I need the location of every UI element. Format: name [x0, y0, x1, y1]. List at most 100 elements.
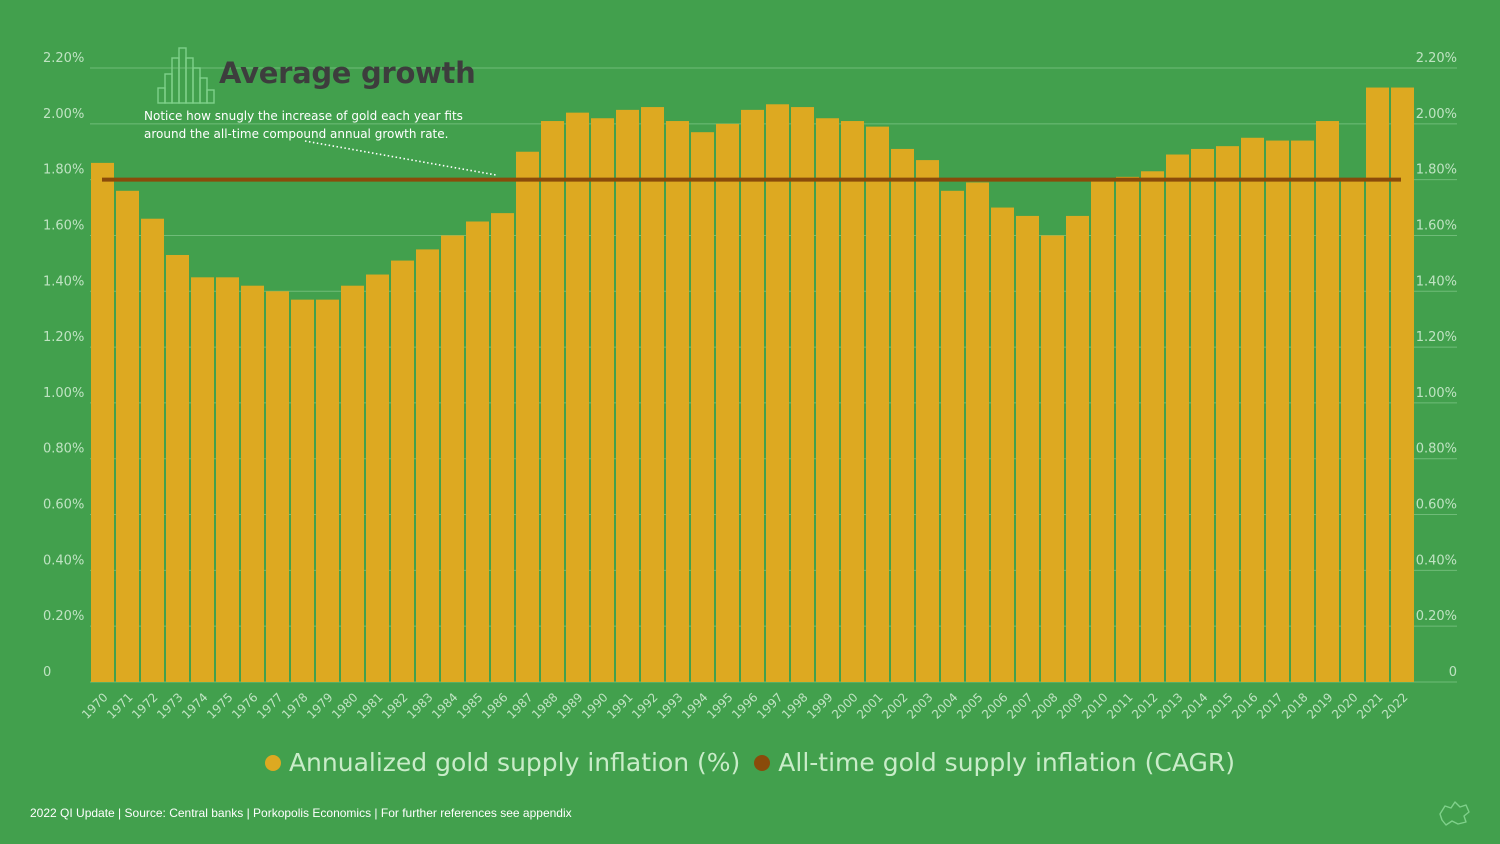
title-icon-wrap: [155, 46, 217, 104]
bar: [266, 291, 289, 682]
x-tick-label: 1988: [529, 690, 560, 721]
bar: [1366, 87, 1389, 682]
chart-annotation: Notice how snugly the increase of gold e…: [144, 109, 463, 141]
y-tick-label-left: 2.00%: [43, 107, 84, 122]
bar: [891, 148, 914, 682]
x-tick-label: 1980: [329, 690, 360, 721]
bar: [191, 277, 214, 682]
y-tick-label-left: 1.00%: [43, 386, 84, 401]
bar: [1191, 148, 1214, 682]
bar: [566, 112, 589, 683]
y-tick-label-left: 1.80%: [43, 163, 84, 178]
x-tick-label: 1990: [579, 690, 610, 721]
legend-label-bars: Annualized gold supply inflation (%): [288, 748, 741, 777]
x-tick-label: 1999: [804, 690, 835, 721]
bar: [866, 126, 889, 683]
x-tick-label: 1972: [129, 690, 160, 721]
legend-swatch-line: [754, 754, 771, 771]
y-tick-label-left: 0.80%: [43, 442, 84, 457]
bar: [1066, 215, 1089, 682]
bar: [616, 109, 639, 682]
x-tick-label: 1971: [104, 690, 135, 721]
bar: [491, 213, 514, 683]
x-tick-label: 2007: [1004, 690, 1035, 721]
x-tick-label: 1979: [304, 690, 335, 721]
bar: [441, 235, 464, 683]
chart-title: Average growth: [219, 56, 476, 90]
bar: [1091, 179, 1114, 683]
x-tick-label: 2022: [1379, 690, 1410, 721]
x-tick-label: 2019: [1304, 690, 1335, 721]
bar: [1216, 146, 1239, 683]
y-tick-label-right: 1.00%: [1416, 386, 1457, 401]
x-tick-label: 1978: [279, 690, 310, 721]
bar: [466, 221, 489, 682]
bar-chart-outline-icon: [157, 47, 215, 104]
x-tick-label: 2011: [1104, 690, 1135, 721]
x-tick-label: 2005: [954, 690, 985, 721]
x-tick-label: 1996: [729, 690, 760, 721]
x-tick-label: 2004: [929, 690, 960, 721]
y-tick-label-right: 1.40%: [1416, 274, 1457, 289]
x-tick-label: 2013: [1154, 690, 1185, 721]
y-tick-label-left: 0.20%: [43, 609, 84, 624]
x-tick-label: 1977: [254, 690, 285, 721]
bar: [641, 107, 664, 682]
bar: [1291, 140, 1314, 683]
bar: [541, 121, 564, 682]
y-tick-label-right: 0.40%: [1416, 553, 1457, 568]
bar: [741, 109, 764, 682]
x-tick-label: 2020: [1329, 690, 1360, 721]
bar: [941, 190, 964, 683]
bar: [1016, 215, 1039, 682]
bar: [416, 249, 439, 682]
y-tick-label-right: 0.80%: [1416, 442, 1457, 457]
x-tick-label: 1997: [754, 690, 785, 721]
legend-label-line: All-time gold supply inflation (CAGR): [778, 748, 1236, 777]
x-tick-label: 1987: [504, 690, 535, 721]
bar: [716, 123, 739, 683]
x-tick-label: 2003: [904, 690, 935, 721]
bar: [1266, 140, 1289, 683]
x-tick-label: 2014: [1179, 690, 1210, 721]
bar: [166, 254, 189, 682]
y-tick-label-left: 0.60%: [43, 498, 84, 513]
x-tick-label: 2015: [1204, 690, 1235, 721]
bar: [291, 299, 314, 682]
x-tick-label: 1993: [654, 690, 685, 721]
bar: [791, 107, 814, 682]
x-tick-label: 1991: [604, 690, 635, 721]
x-tick-label: 1986: [479, 690, 510, 721]
x-tick-label: 1992: [629, 690, 660, 721]
y-tick-label-left: 1.20%: [43, 330, 84, 345]
x-tick-label: 2008: [1029, 690, 1060, 721]
bar: [1316, 121, 1339, 682]
x-tick-label: 1994: [679, 690, 710, 721]
bar: [666, 121, 689, 682]
bar: [316, 299, 339, 682]
bar: [1166, 154, 1189, 682]
x-tick-label: 1985: [454, 690, 485, 721]
y-tick-label-left: 2.20%: [43, 51, 84, 66]
legend-item-bars: Annualized gold supply inflation (%): [264, 748, 741, 777]
y-tick-label-right: 2.00%: [1416, 107, 1457, 122]
x-tick-label: 1970: [79, 690, 110, 721]
legend: Annualized gold supply inflation (%) All…: [0, 748, 1500, 777]
bar: [141, 218, 164, 682]
bar: [516, 151, 539, 682]
x-tick-label: 2002: [879, 690, 910, 721]
x-tick-label: 2012: [1129, 690, 1160, 721]
x-tick-label: 2018: [1279, 690, 1310, 721]
bar: [366, 274, 389, 682]
x-tick-label: 1975: [204, 690, 235, 721]
bar: [966, 182, 989, 682]
y-tick-label-right: 0: [1449, 665, 1457, 680]
y-tick-label-right: 1.20%: [1416, 330, 1457, 345]
bar: [1341, 179, 1364, 683]
bar: [1241, 137, 1264, 683]
bar: [766, 104, 789, 683]
y-tick-label-left: 0.40%: [43, 553, 84, 568]
x-tick-label: 2017: [1254, 690, 1285, 721]
y-tick-label-left: 1.40%: [43, 274, 84, 289]
bar: [216, 277, 239, 682]
